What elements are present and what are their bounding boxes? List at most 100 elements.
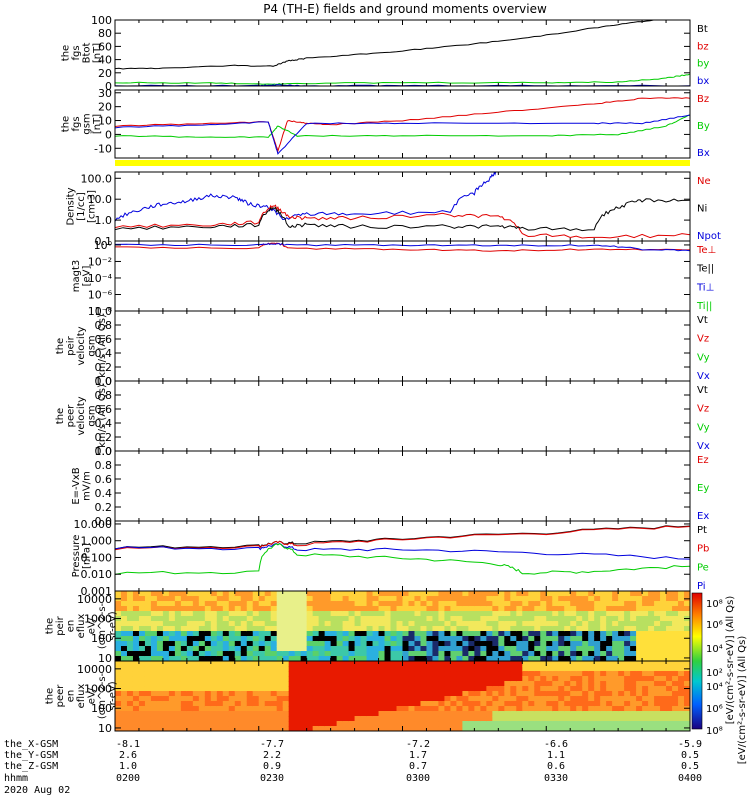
y-tick-label: 10⁻⁸ <box>88 305 113 318</box>
legend-fgs_mag-0: Bt <box>697 24 708 35</box>
heatmap-peir_en_eflux <box>115 591 690 661</box>
series-fgs_mag-Bt <box>115 20 661 70</box>
y-tick-label: 20 <box>98 101 112 114</box>
panel-frame <box>114 240 691 312</box>
colorbar: 10⁸10⁶10⁴10²10⁴10⁶10⁸[eV/(cm²-s-sr-eV)] … <box>691 592 748 765</box>
y-axis-label: peer <box>55 684 66 708</box>
y-tick-label: 1000 <box>84 613 112 626</box>
legend-peer_velocity-0: Vt <box>697 385 708 396</box>
legend-temperature-2: Ti⊥ <box>696 282 714 293</box>
panel-frame <box>114 520 691 592</box>
legend-fgs_mag-2: by <box>697 59 709 70</box>
legend-temperature-0: Te⊥ <box>696 245 716 256</box>
legend-pressure-3: Pi <box>697 581 706 592</box>
y-tick-label: 100 <box>91 702 112 715</box>
time-axis-value: 0.6 <box>547 761 565 772</box>
y-axis-label: peir <box>66 335 77 355</box>
y-axis-label: fgs <box>71 116 82 131</box>
legend-efield-0: Ez <box>697 455 709 466</box>
y-tick-label: 0.6 <box>95 403 113 416</box>
heatmap-peer_en_eflux <box>115 661 690 731</box>
time-axis-value: 0.5 <box>681 750 699 761</box>
series-pressure-Pb <box>115 525 690 551</box>
legend-density-1: Ni <box>697 204 707 215</box>
legend-density-0: Ne <box>697 176 711 187</box>
time-axis-value: 0.9 <box>263 761 281 772</box>
colorbar-label: 10⁶ <box>706 620 723 631</box>
y-tick-label: 10⁻⁴ <box>88 272 113 285</box>
y-axis-label: eV/ <box>87 687 98 704</box>
y-tick-label: 0.010 <box>81 568 113 581</box>
colorbar-label-lower: 10⁸ <box>706 726 723 737</box>
y-axis-label: the <box>60 116 71 132</box>
time-axis-value: 0.5 <box>681 761 699 772</box>
time-axis-value: 0400 <box>678 773 702 784</box>
panel-frame <box>114 450 691 522</box>
legend-pressure-0: Pt <box>697 525 707 536</box>
time-axis-value: -7.7 <box>260 739 284 750</box>
legend-temperature-3: Ti|| <box>696 301 712 312</box>
colorbar-title-lower: [eV/(cm²-s-sr-eV)] (All Qs) <box>737 636 748 765</box>
legend-peer_velocity-3: Vx <box>697 441 710 452</box>
panel-frame <box>114 19 691 87</box>
y-tick-label: 1.0 <box>95 375 113 388</box>
y-axis-label: [nT] <box>92 43 103 63</box>
legend-peir_velocity-3: Vx <box>697 371 710 382</box>
series-density-Ne <box>115 204 690 239</box>
y-tick-label: 1000 <box>84 683 112 696</box>
panel-peer_en_eflux: 10 100 1000 10000 the peer en eflux eV/(cm^2-s-s… <box>45 660 691 735</box>
y-tick-label: 10000 <box>77 663 112 676</box>
y-axis-label: (cm^2-s- <box>97 602 108 649</box>
y-tick-label: 10 <box>98 722 112 735</box>
figure-title: P4 (TH-E) fields and ground moments over… <box>263 2 547 16</box>
y-axis-label: [eV] <box>81 266 92 287</box>
time-axis-value: -7.2 <box>406 739 430 750</box>
y-tick-label: 100 <box>91 14 112 27</box>
legend-pressure-1: Pb <box>697 544 709 555</box>
y-axis-label: eV/ <box>87 617 98 634</box>
y-tick-label: 10.000 <box>74 518 113 531</box>
time-axis-value: 1.0 <box>119 761 137 772</box>
y-axis-label: peir <box>55 615 66 635</box>
legend-fgs_gsm-0: Bz <box>697 94 709 105</box>
panel-frame <box>114 380 691 452</box>
y-tick-label: 0.0 <box>95 375 113 388</box>
y-axis-label: km/s (All Qs) <box>97 314 108 378</box>
colorbar-label: 10⁸ <box>706 599 723 610</box>
y-tick-label: 0.6 <box>95 333 113 346</box>
y-tick-label: 0 <box>105 80 112 93</box>
y-axis-label: mV/m <box>81 471 92 501</box>
y-axis-label: eflux <box>76 684 87 709</box>
colorbar-title-upper: [eV/(cm²-s-sr-eV)] (All Qs) <box>725 596 736 725</box>
time-axis: the_X-GSM -8.1 -7.7 -7.2 -6.6 -5.9 the_Y-GSM 2.… <box>4 739 702 796</box>
y-axis-label: gsm <box>87 335 98 356</box>
y-tick-label: 10 <box>98 652 112 665</box>
y-axis-label: velocity <box>76 396 87 435</box>
y-tick-label: 0.2 <box>95 431 113 444</box>
legend-peer_velocity-2: Vy <box>697 422 710 433</box>
colorbar-label: 10² <box>706 668 723 679</box>
y-axis-label: gsm <box>81 113 92 134</box>
legend-efield-1: Ey <box>697 483 709 494</box>
y-tick-label: 60 <box>98 40 112 53</box>
y-axis-label: the <box>55 408 66 424</box>
time-axis-value: 2.6 <box>119 750 137 761</box>
legend-fgs_mag-1: bz <box>697 41 709 52</box>
y-tick-label: 10⁻² <box>88 255 112 268</box>
time-axis-value: -8.1 <box>116 739 140 750</box>
y-axis-label: fgs <box>71 45 82 60</box>
y-tick-label: 40 <box>98 54 112 67</box>
y-tick-label: 10⁰ <box>94 239 113 252</box>
colorbar-label: 10⁴ <box>706 644 723 655</box>
time-axis-value: -5.9 <box>678 739 702 750</box>
y-tick-label: 0.8 <box>95 459 113 472</box>
y-tick-label: 30 <box>98 87 112 100</box>
y-axis-label: magt3 <box>71 260 82 293</box>
time-axis-value: 0300 <box>406 773 430 784</box>
y-axis-label: the <box>60 45 71 61</box>
y-tick-label: 80 <box>98 27 112 40</box>
time-axis-value: 1.1 <box>547 750 565 761</box>
series-pressure-Pe <box>115 543 690 575</box>
